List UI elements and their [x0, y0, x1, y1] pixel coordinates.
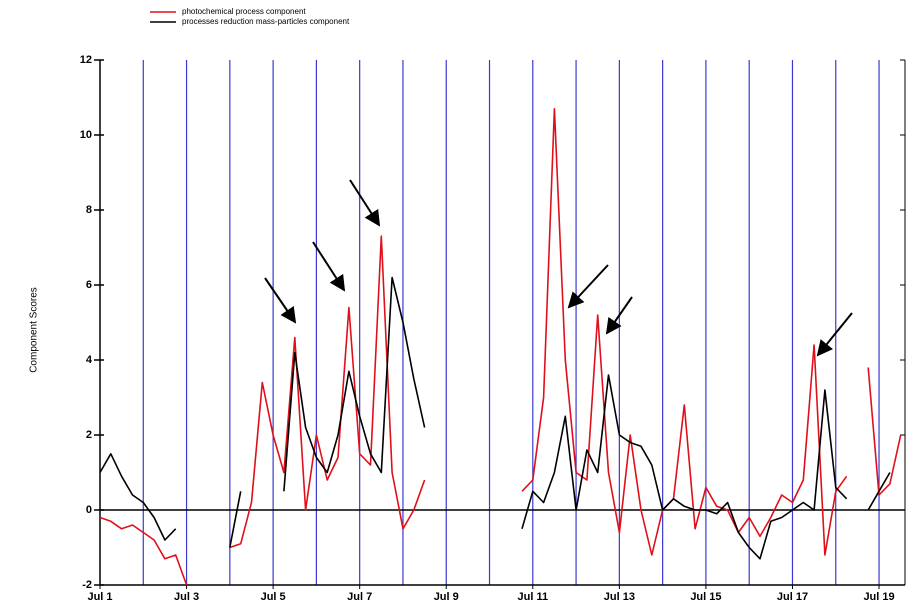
x-tick-label: Jul 19	[863, 591, 894, 603]
y-tick-label: 10	[80, 129, 92, 141]
x-tick-label: Jul 13	[604, 591, 635, 603]
y-tick-label: 4	[86, 354, 93, 366]
x-tick-label: Jul 3	[174, 591, 199, 603]
legend-label: photochemical process component	[182, 7, 306, 16]
y-tick-label: 12	[80, 54, 92, 66]
annotation-arrows	[264, 179, 853, 357]
y-axis-label: Component Scores	[29, 287, 40, 373]
y-tick-label: 6	[86, 279, 92, 291]
x-tick-label: Jul 9	[434, 591, 459, 603]
plot-area: -2 0 2 4 6 8 10 12 Jul 1 Jul 3 Jul 5 Jul 7 Jul 9 Jul …	[80, 54, 906, 603]
legend-label: processes reduction mass-particles compo…	[182, 17, 350, 26]
y-tick-label: -2	[82, 579, 92, 591]
y-tick-label: 8	[86, 204, 92, 216]
x-tick-label: Jul 7	[347, 591, 372, 603]
x-tick-label: Jul 15	[690, 591, 721, 603]
x-tick-label: Jul 5	[261, 591, 286, 603]
x-tick-label: Jul 17	[777, 591, 808, 603]
series-line	[99, 276, 891, 560]
y-tick-label: 0	[86, 504, 92, 516]
series-line	[99, 108, 902, 586]
x-tick-label: Jul 1	[87, 591, 112, 603]
y-tick-label: 2	[86, 429, 92, 441]
x-tick-label: Jul 11	[518, 591, 549, 603]
